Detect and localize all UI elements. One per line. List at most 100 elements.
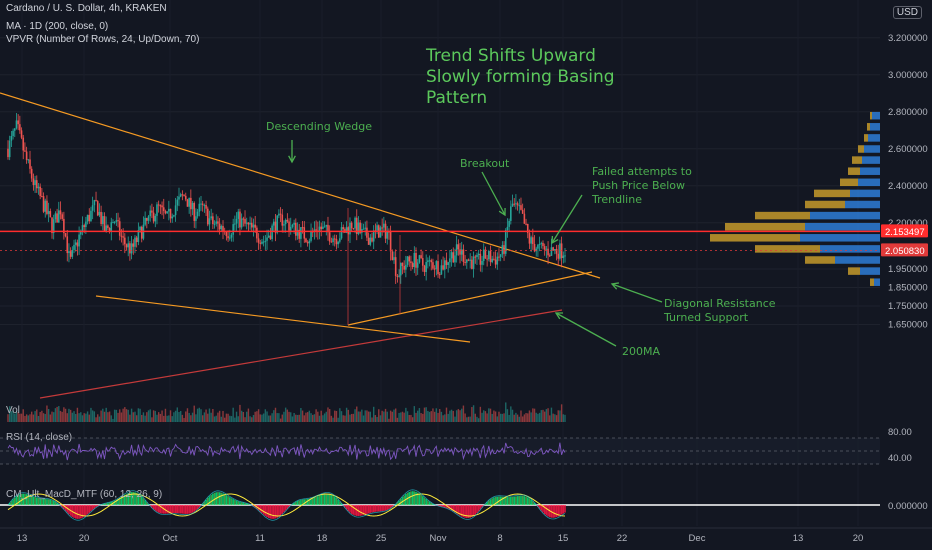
volume-bar-264 — [454, 416, 456, 422]
volume-bar-293 — [503, 413, 505, 422]
candle-body-166 — [288, 221, 290, 231]
candle-body-33 — [63, 218, 65, 234]
volume-bar-138 — [240, 410, 243, 422]
volume-bar-227 — [391, 411, 394, 422]
macd-label[interactable]: CM_Ult_MacD_MTF (60, 12, 26, 9) — [6, 489, 163, 500]
volume-bar-47 — [86, 411, 89, 422]
macd-hist-166 — [288, 505, 290, 508]
volume-bar-285 — [489, 408, 492, 422]
macd-hist-118 — [206, 497, 209, 505]
ma-200-segment — [39, 309, 563, 399]
macd-hist-149 — [259, 505, 262, 512]
candle-body-96 — [169, 208, 172, 219]
macd-hist-270 — [464, 505, 466, 518]
macd-hist-47 — [86, 505, 89, 515]
candle-body-75 — [134, 237, 136, 247]
volume-bar-96 — [169, 410, 172, 422]
volume-bar-145 — [252, 415, 255, 422]
volume-bar-189 — [327, 407, 329, 422]
volume-bar-140 — [244, 417, 246, 422]
macd-hist-45 — [83, 505, 85, 517]
volume-bar-51 — [93, 411, 96, 422]
volume-bar-8 — [20, 413, 23, 422]
volume-bar-104 — [183, 417, 185, 422]
candle-body-102 — [179, 194, 182, 197]
volume-bar-119 — [208, 408, 211, 422]
macd-hist-203 — [350, 505, 353, 514]
failed-annotation-line3: Trendline — [592, 193, 642, 206]
candle-body-320 — [548, 255, 551, 257]
volume-bar-223 — [384, 408, 387, 422]
candle-body-13 — [29, 159, 31, 169]
price-axis[interactable]: 3.200000 3.000000 2.800000 2.600000 2.400000… — [880, 0, 932, 530]
candle-body-87 — [154, 215, 157, 222]
candle-body-148 — [257, 238, 260, 243]
macd-hist-16 — [34, 497, 36, 505]
vpvr-down-0 — [870, 111, 872, 120]
candle-body-243 — [418, 255, 421, 263]
volume-bar-105 — [185, 411, 187, 422]
rsi-label[interactable]: RSI (14, close) — [6, 432, 73, 443]
volume-bar-187 — [323, 413, 326, 422]
macd-hist-63 — [113, 500, 116, 505]
macd-hist-316 — [542, 505, 544, 513]
volume-bar-249 — [428, 411, 431, 422]
ma-legend[interactable]: MA · 1D (200, close, 0) — [6, 21, 109, 32]
candle-body-277 — [476, 254, 478, 258]
candle-body-130 — [227, 236, 229, 239]
trend-annotation: Trend Shifts Upward Slowly forming Basin… — [426, 46, 615, 109]
macd-hist-101 — [178, 505, 180, 514]
candle-body-294 — [504, 229, 507, 254]
candle-body-251 — [432, 262, 434, 269]
volume-bar-315 — [540, 410, 542, 422]
time-axis[interactable]: 13 20 Oct 11 18 25 Nov 8 15 22 Dec 13 20 — [0, 527, 932, 544]
volume-bar-181 — [313, 414, 316, 422]
price-tick-6: 1.950000 — [888, 264, 928, 275]
vpvr-legend[interactable]: VPVR (Number Of Rows, 24, Up/Down, 70) — [6, 34, 200, 45]
candle-body-304 — [521, 209, 524, 214]
macd-hist-135 — [235, 500, 238, 505]
macd-hist-288 — [494, 496, 497, 505]
candle-body-187 — [323, 226, 326, 228]
macd-hist-165 — [286, 505, 289, 509]
vpvr-up-14 — [860, 267, 880, 275]
macd-hist-250 — [430, 502, 433, 505]
candle-body-297 — [510, 206, 512, 221]
macd-hist-215 — [371, 505, 373, 513]
candle-body-139 — [242, 218, 245, 220]
volume-bar-44 — [81, 415, 84, 422]
macd-hist-104 — [183, 505, 185, 514]
candle-body-118 — [206, 208, 209, 225]
candle-body-35 — [66, 236, 69, 254]
volume-bar-28 — [54, 408, 57, 422]
candle-body-195 — [337, 241, 339, 245]
macd-hist-78 — [139, 495, 141, 505]
candle-body-222 — [383, 223, 385, 228]
volume-bar-202 — [349, 414, 351, 422]
candle-body-21 — [42, 196, 45, 212]
price-label-bg-0 — [881, 224, 928, 238]
macd-hist-68 — [122, 495, 124, 505]
candle-body-131 — [228, 237, 231, 239]
volume-bar-76 — [135, 415, 138, 422]
volume-bar-125 — [218, 410, 221, 422]
macd-hist-173 — [300, 499, 302, 505]
candle-body-185 — [320, 226, 323, 230]
volume-bar-303 — [520, 410, 522, 422]
macd-hist-277 — [476, 505, 478, 514]
volume-bar-142 — [247, 408, 250, 422]
macd-hist-171 — [296, 500, 299, 505]
macd-hist-192 — [332, 495, 334, 505]
candle-body-285 — [489, 251, 492, 263]
candle-body-273 — [469, 259, 471, 261]
candle-body-22 — [44, 200, 47, 212]
rsi-tick-1: 40.00 — [888, 453, 912, 464]
volume-bar-238 — [410, 414, 412, 422]
macd-hist-152 — [264, 505, 267, 516]
volume-bar-296 — [508, 414, 510, 422]
candle-body-94 — [166, 211, 168, 214]
candle-body-25 — [49, 211, 52, 218]
currency-badge[interactable]: USD — [892, 6, 922, 19]
volume-bar-313 — [537, 413, 539, 422]
